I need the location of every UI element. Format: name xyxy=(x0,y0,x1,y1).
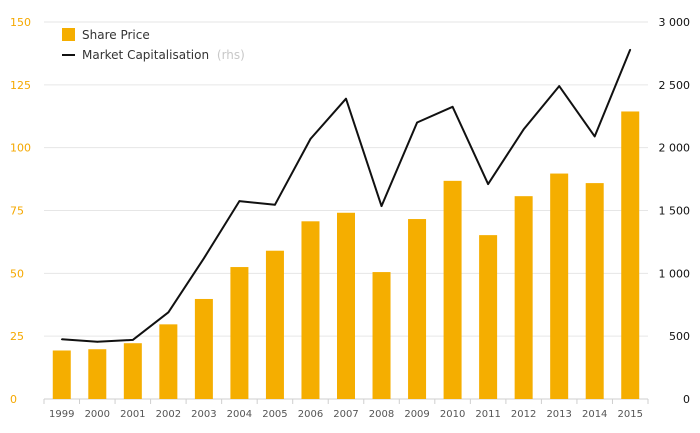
left-tick-label: 150 xyxy=(10,16,31,29)
market-cap-point xyxy=(380,205,383,207)
x-tick-label: 2011 xyxy=(475,409,500,420)
x-axis-ticks: 1999 2000 2001 2002 2003 2004 2005 2006 2007 2008… xyxy=(43,399,649,420)
x-tick-label: 2007 xyxy=(333,409,358,420)
legend-line-label-suffix: (rhs) xyxy=(217,48,245,62)
market-cap-point xyxy=(203,257,205,260)
market-cap-point xyxy=(629,48,632,51)
left-tick-label: 25 xyxy=(10,330,24,343)
right-tick-label: 1 000 xyxy=(659,267,691,280)
share-price-bar xyxy=(372,272,391,399)
right-tick-label: 0 xyxy=(683,393,690,406)
market-cap-point xyxy=(593,135,596,138)
left-tick-label: 75 xyxy=(10,205,24,218)
left-tick-label: 100 xyxy=(10,142,31,155)
x-tick-label: 2006 xyxy=(298,409,323,420)
x-tick-label: 2010 xyxy=(440,409,465,420)
share-price-bar xyxy=(585,183,604,399)
x-tick-label: 2005 xyxy=(262,409,287,420)
market-cap-point xyxy=(274,204,276,206)
x-tick-label: 2004 xyxy=(227,409,252,420)
left-tick-label: 0 xyxy=(10,393,17,406)
legend-bar-swatch xyxy=(62,28,75,41)
share-price-bar xyxy=(514,196,533,399)
legend: Share Price Market Capitalisation (rhs) xyxy=(62,28,245,62)
x-tick-label: 1999 xyxy=(49,409,74,420)
share-price-bar xyxy=(621,111,640,399)
share-price-bar xyxy=(52,350,71,399)
market-cap-point xyxy=(345,97,347,100)
legend-line-label: Market Capitalisation (rhs) xyxy=(82,48,245,62)
market-cap-point xyxy=(309,138,312,140)
x-tick-label: 2014 xyxy=(582,409,607,420)
market-cap-point xyxy=(132,339,134,341)
market-cap-point xyxy=(238,200,241,202)
x-tick-label: 2008 xyxy=(369,409,394,420)
market-cap-point xyxy=(167,311,170,314)
right-tick-label: 500 xyxy=(669,330,690,343)
x-tick-label: 2002 xyxy=(156,409,181,420)
legend-bar-label: Share Price xyxy=(82,28,150,42)
market-cap-point xyxy=(96,341,99,343)
share-price-bar xyxy=(88,349,107,399)
share-price-bar xyxy=(550,173,569,399)
x-tick-label: 2009 xyxy=(404,409,429,420)
right-tick-label: 2 000 xyxy=(659,142,691,155)
share-price-bar xyxy=(194,298,213,399)
left-tick-label: 50 xyxy=(10,267,24,280)
right-tick-label: 2 500 xyxy=(659,79,691,92)
x-tick-label: 2000 xyxy=(85,409,110,420)
share-price-bar xyxy=(408,219,427,399)
market-cap-point xyxy=(416,121,418,124)
market-cap-point xyxy=(558,85,560,87)
share-price-bar xyxy=(479,235,498,399)
share-price-bar xyxy=(301,221,320,399)
share-price-bars xyxy=(52,111,640,399)
share-price-bar xyxy=(230,267,249,399)
right-tick-label: 3 000 xyxy=(659,16,691,29)
x-tick-label: 2001 xyxy=(120,409,145,420)
legend-line-label-main: Market Capitalisation xyxy=(82,48,209,62)
market-cap-point xyxy=(60,338,63,341)
right-axis-ticks: 0 500 1 000 1 500 2 000 2 500 3 000 xyxy=(659,16,691,406)
share-price-bar xyxy=(337,212,355,399)
share-price-bar xyxy=(159,324,178,399)
market-cap-point xyxy=(487,183,489,185)
right-tick-label: 1 500 xyxy=(659,205,691,218)
market-cap-line xyxy=(60,48,632,343)
left-axis-ticks: 0 25 50 75 100 125 150 xyxy=(10,16,31,406)
market-cap-point xyxy=(522,128,525,131)
x-tick-label: 2003 xyxy=(191,409,216,420)
x-tick-label: 2015 xyxy=(618,409,643,420)
x-tick-label: 2013 xyxy=(546,409,571,420)
share-price-bar xyxy=(265,250,284,399)
share-price-bar xyxy=(443,180,462,399)
left-tick-label: 125 xyxy=(10,79,31,92)
share-price-bar xyxy=(123,343,142,399)
market-cap-point xyxy=(451,106,454,108)
x-tick-label: 2012 xyxy=(511,409,536,420)
